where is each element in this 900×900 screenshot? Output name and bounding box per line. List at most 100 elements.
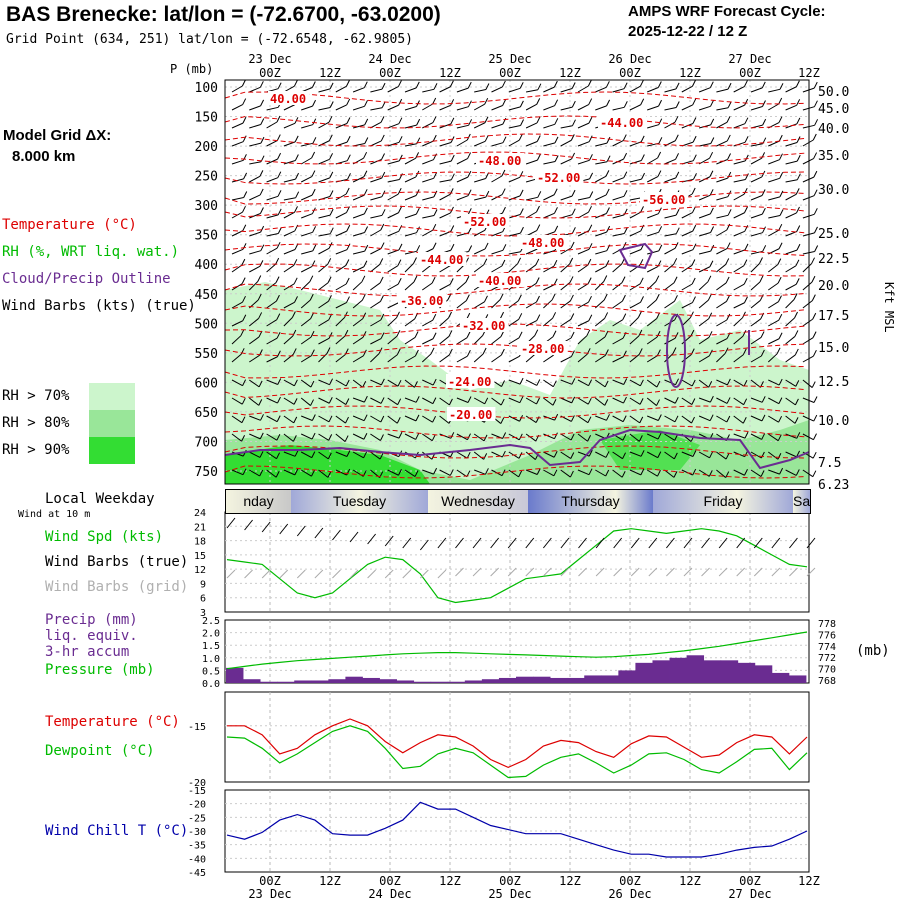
wind-barb (647, 87, 659, 93)
wind-barb-flag (381, 190, 386, 197)
wind-barb-flag (675, 378, 679, 385)
wind-barb-flag (761, 81, 766, 89)
wind-barb (750, 355, 762, 363)
wind-barb-flag (467, 81, 472, 89)
wind-barb-flag (381, 101, 386, 108)
wind-barb-grid (666, 567, 675, 577)
wind-barb (231, 397, 243, 405)
wind-barb-grid (349, 569, 359, 579)
wind-barb-flag (415, 207, 420, 215)
wind-barb (456, 451, 468, 459)
wind-barb (352, 336, 364, 345)
wind-speed-line (226, 528, 808, 604)
wind-barb (231, 320, 244, 327)
wind-barb-flag (364, 226, 369, 233)
precip-bar (464, 680, 483, 683)
wind-barb (370, 140, 382, 147)
wind-barb-grid (753, 567, 763, 577)
wind-barb (508, 318, 520, 327)
wind-barb (370, 196, 383, 201)
wind-barb (629, 301, 641, 309)
precip-bar (720, 660, 739, 683)
wind-barb (508, 263, 518, 273)
wind-barb (456, 176, 469, 183)
temperature-contour-label: 40.00 (270, 92, 306, 106)
wind-barb-grid (314, 569, 324, 579)
pressure-tick: 768 (818, 676, 836, 687)
wind-barb-flag (345, 416, 349, 424)
wind-barb (733, 230, 745, 237)
wind-barb (750, 106, 763, 111)
wind-barb-flag (777, 434, 782, 441)
precip-bar (601, 675, 619, 683)
wind-barb (300, 451, 313, 459)
wind-barb-flag (588, 314, 593, 321)
wind-barb (473, 335, 484, 345)
wind-barb-flag (761, 433, 766, 440)
wind-barb-flag (812, 133, 817, 141)
wind-barb (733, 433, 746, 439)
wind-barb-flag (569, 294, 574, 302)
wind-barb (387, 397, 398, 406)
wind-barb-flag (536, 205, 540, 213)
wind-barb-flag (588, 98, 593, 105)
wind-barb-flag (778, 295, 782, 302)
wind-barb-flag (432, 134, 437, 142)
wind-barb (300, 299, 311, 309)
wind-barb (387, 265, 399, 273)
wind-barb-flag (569, 276, 574, 283)
wind-barb-flag (364, 244, 369, 252)
wind-barb-flag (311, 432, 316, 440)
wind-barb-flag (693, 173, 697, 180)
wind-barb (231, 104, 243, 111)
wind-barb-flag (691, 80, 696, 87)
wind-barb-flag (484, 295, 488, 303)
wind-barb-flag (260, 225, 265, 233)
wind-barb (387, 283, 399, 291)
wind-barb (248, 397, 260, 406)
wind-barb (768, 469, 780, 475)
wind-barb (249, 433, 261, 440)
wind-barb (646, 355, 658, 363)
wind-barb-flag (519, 82, 524, 89)
wind-barb-flag (276, 452, 280, 459)
wind-barb-flag (327, 276, 332, 284)
wind-barb-flag (241, 258, 246, 266)
wind-barb-flag (363, 395, 368, 403)
wind-barb (647, 415, 659, 421)
wind-barb (456, 106, 469, 111)
wind-barb-flag (710, 226, 715, 233)
precip-bar (771, 672, 790, 683)
wind-barb-flag (258, 312, 263, 319)
wind-barb (508, 397, 521, 404)
wind-barb-flag (692, 224, 697, 232)
wind-barb-flag (363, 433, 368, 440)
wind-barb (716, 415, 728, 423)
wind-barb-flag (448, 348, 453, 356)
wind-barb-grid (525, 567, 535, 577)
wind-barb (352, 213, 365, 219)
wind-barb (595, 105, 607, 111)
wind-barb (698, 143, 711, 147)
wind-barb (370, 177, 382, 183)
wind-barb (629, 317, 639, 327)
wind-barb-flag (364, 118, 369, 126)
wind-barb (231, 415, 243, 424)
wind-barb (300, 176, 313, 183)
wind-barb-flag (293, 259, 298, 266)
wind-barb (491, 231, 503, 237)
wind-barb (629, 249, 642, 255)
wind-barb-flag (743, 379, 748, 387)
wind-barb (439, 86, 451, 93)
wind-barb (318, 397, 330, 404)
wind-barb (422, 379, 434, 386)
wind-barb-flag (414, 331, 419, 338)
wind-barb-true (367, 533, 376, 545)
dewpoint-line (226, 725, 808, 779)
temperature-contour-label: -20.00 (449, 408, 492, 422)
wind-barb-flag (414, 470, 419, 477)
wind-barb-flag (345, 259, 350, 266)
wind-barb (404, 433, 416, 440)
height-tick: 12.5 (818, 375, 849, 390)
wind-barb-flag (692, 117, 697, 124)
